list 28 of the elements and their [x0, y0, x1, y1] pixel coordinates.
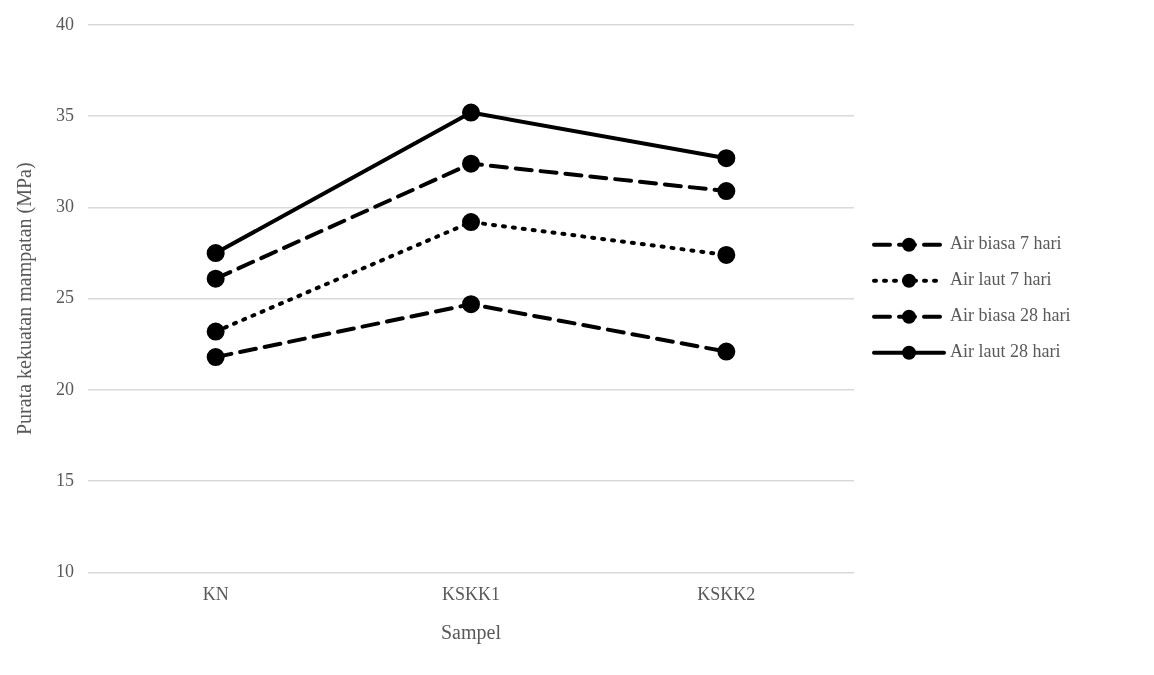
point — [717, 182, 736, 201]
y-tick-label: 15 — [56, 469, 74, 490]
y-tick-label: 20 — [56, 378, 74, 399]
x-tick-label: KSKK2 — [697, 583, 756, 604]
legend-label: Air laut 28 hari — [950, 341, 1061, 362]
x-axis-title: Sampel — [441, 621, 502, 645]
y-tick-label: 35 — [56, 104, 74, 125]
legend-label: Air biasa 7 hari — [950, 233, 1062, 254]
point — [462, 154, 480, 173]
point — [206, 322, 225, 341]
point — [462, 103, 480, 122]
x-tick-label: KN — [202, 583, 229, 604]
point — [717, 245, 736, 264]
y-tick-label: 25 — [56, 287, 74, 308]
legend-label: Air biasa 28 hari — [950, 305, 1071, 326]
y-axis-title: Purata kekuatan mampatan (MPa) — [13, 162, 37, 436]
point — [717, 149, 736, 168]
point — [462, 295, 480, 314]
point — [462, 213, 480, 232]
point — [206, 244, 225, 263]
y-tick-label: 10 — [56, 561, 74, 582]
point — [717, 342, 736, 361]
point — [206, 269, 225, 288]
y-tick-label: 30 — [56, 196, 74, 217]
x-tick-label: KSKK1 — [441, 583, 501, 604]
legend-label: Air laut 7 hari — [950, 269, 1052, 290]
y-tick-label: 40 — [56, 13, 74, 34]
point — [206, 348, 225, 367]
